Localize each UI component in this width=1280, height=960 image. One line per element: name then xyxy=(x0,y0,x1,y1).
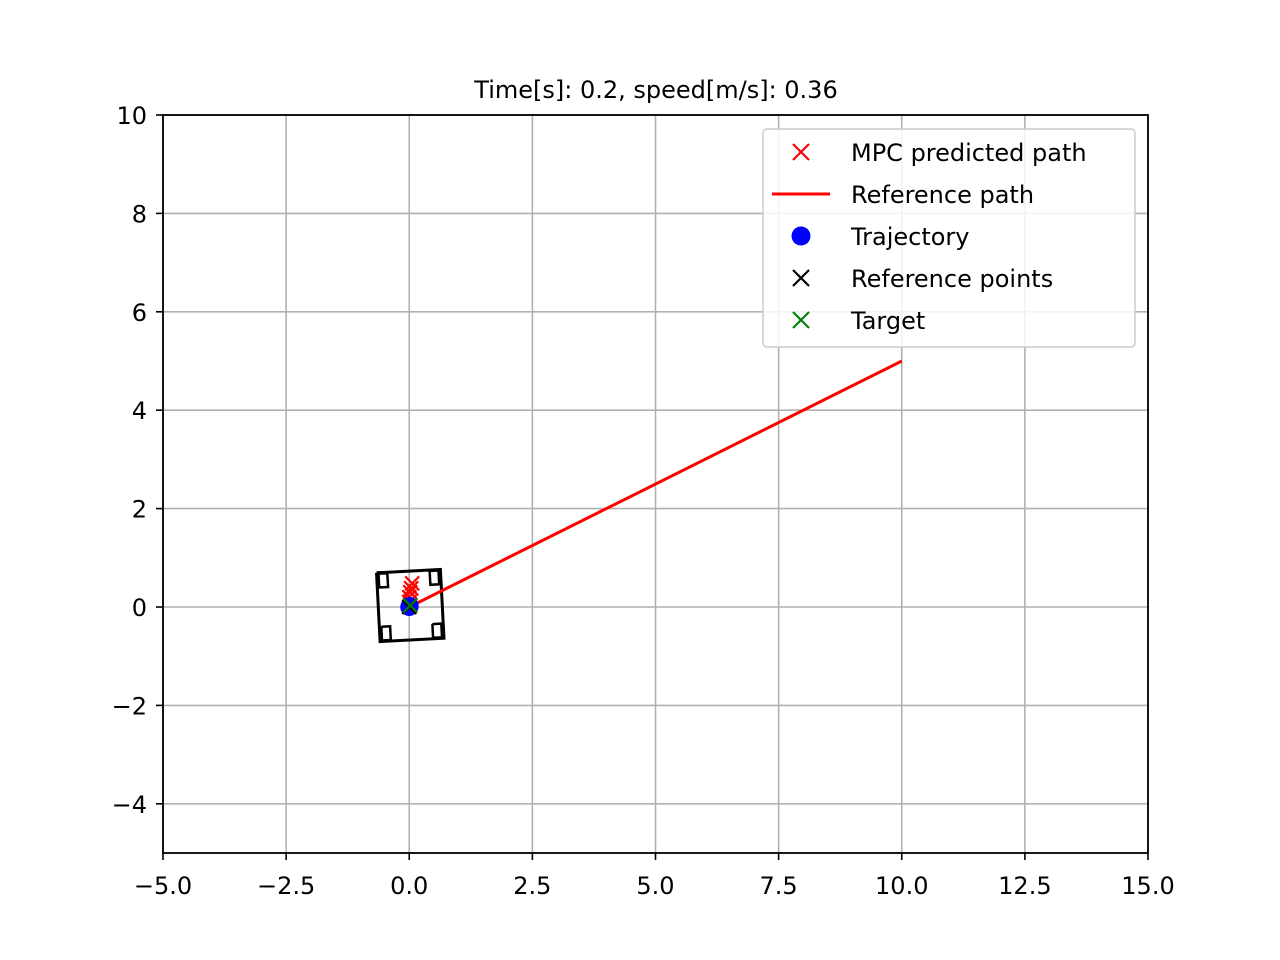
legend: MPC predicted path Reference path Trajecto… xyxy=(762,128,1136,348)
x-tick-label: −2.5 xyxy=(257,872,315,900)
reference-path-line xyxy=(408,359,903,609)
plot-area xyxy=(375,359,903,644)
legend-entry-mpc-predicted-path: MPC predicted path xyxy=(792,139,1087,167)
axis-ticks: −5.0 −2.5 0.0 2.5 5.0 7.5 10.0 12.5 15.0 −4 −2 0 2 4 6… xyxy=(112,102,1175,900)
x-tick-label: 10.0 xyxy=(875,872,928,900)
mpc-predicted-path-point xyxy=(404,575,420,592)
y-tick-label: 6 xyxy=(132,299,147,327)
target-point xyxy=(402,597,419,614)
legend-handle-dot xyxy=(791,226,811,246)
legend-label: Target xyxy=(850,307,925,335)
y-tick-label: 10 xyxy=(116,102,147,130)
x-tick-label: 5.0 xyxy=(636,872,674,900)
x-tick-label: 2.5 xyxy=(513,872,551,900)
vehicle-wheel xyxy=(380,624,393,642)
x-tick-label: 7.5 xyxy=(760,872,798,900)
y-tick-label: −4 xyxy=(112,791,147,819)
y-tick-label: 2 xyxy=(132,496,147,524)
legend-entry-reference-path: Reference path xyxy=(772,181,1034,209)
legend-label: Reference points xyxy=(851,265,1053,293)
legend-handle-x xyxy=(792,269,810,287)
legend-label: MPC predicted path xyxy=(851,139,1087,167)
vehicle-wheel xyxy=(431,622,444,640)
mpc-predicted-path-point xyxy=(403,580,419,597)
x-tick-label: 12.5 xyxy=(998,872,1051,900)
y-tick-label: −2 xyxy=(112,692,147,720)
legend-handle-x xyxy=(792,311,810,329)
legend-entry-reference-points: Reference points xyxy=(792,265,1053,293)
x-tick-label: −5.0 xyxy=(134,872,192,900)
legend-entry-target: Target xyxy=(792,307,925,335)
vehicle-body xyxy=(375,567,446,644)
legend-handle-x xyxy=(792,143,810,161)
y-tick-label: 8 xyxy=(132,200,147,228)
y-tick-label: 4 xyxy=(132,397,147,425)
x-tick-label: 15.0 xyxy=(1121,872,1174,900)
legend-entry-trajectory: Trajectory xyxy=(791,223,970,251)
x-tick-label: 0.0 xyxy=(390,872,428,900)
legend-label: Trajectory xyxy=(850,223,970,251)
y-tick-label: 0 xyxy=(132,594,147,622)
legend-box xyxy=(762,128,1136,348)
chart-title: Time[s]: 0.2, speed[m/s]: 0.36 xyxy=(473,76,837,104)
legend-label: Reference path xyxy=(851,181,1034,209)
vehicle-wheel xyxy=(377,571,390,589)
plot-data xyxy=(375,359,903,644)
vehicle-wheel xyxy=(428,569,441,587)
